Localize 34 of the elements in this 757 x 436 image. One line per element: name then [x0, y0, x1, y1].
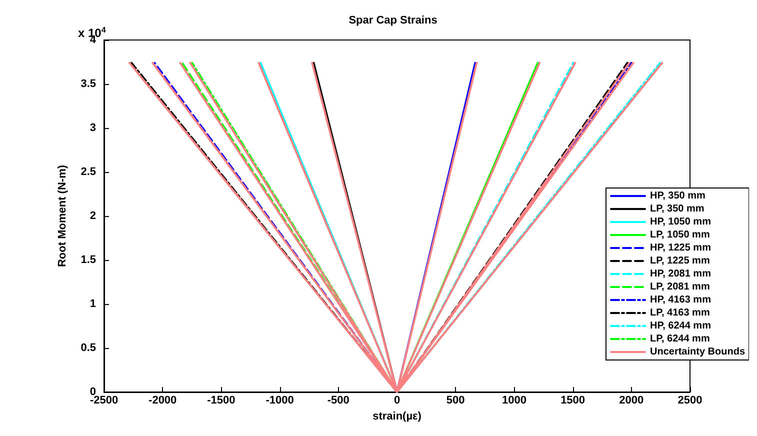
y-tick-label: 3 [90, 122, 96, 134]
x-tick-label: -1000 [266, 394, 294, 406]
x-tick-label: -2500 [90, 394, 118, 406]
x-tick-label: -2000 [148, 394, 177, 406]
y-axis-title: Root Moment (N-m) [56, 164, 68, 268]
x-tick-label: 500 [446, 394, 465, 406]
y-tick-label: 3.5 [80, 78, 96, 90]
y-tick-label: 2 [90, 210, 96, 222]
x-tick-label: 1000 [502, 394, 526, 406]
y-tick-label: 0.5 [80, 342, 96, 354]
x-axis-title: strain(µε) [372, 410, 422, 422]
y-tick-label: 1 [90, 298, 96, 310]
x-tick-label: 1500 [560, 394, 586, 406]
legend-label: LP, 4163 mm [650, 308, 710, 318]
x-tick-label: 2500 [678, 394, 702, 406]
x-tick-label: 0 [394, 394, 400, 406]
x-tick-label: 2000 [619, 394, 644, 406]
y-tick-label: 1.5 [80, 254, 96, 266]
legend-label: HP, 1225 mm [650, 242, 712, 254]
legend-label: LP, 6244 mm [650, 334, 710, 344]
x-tick-label: -1500 [207, 394, 236, 406]
legend-label: HP, 2081 mm [650, 268, 712, 280]
legend-label: HP, 6244 mm [650, 320, 712, 332]
legend-label: LP, 1225 mm [650, 256, 710, 266]
chart-title: Spar Cap Strains [348, 14, 438, 26]
legend-label: LP, 1050 mm [650, 230, 710, 240]
x-tick-label: -500 [327, 394, 350, 406]
legend-label: HP, 1050 mm [650, 216, 712, 228]
legend-label: HP, 350 mm [650, 190, 706, 202]
legend-label: LP, 350 mm [650, 204, 704, 214]
y-tick-label: 2.5 [80, 166, 96, 178]
legend-label: HP, 4163 mm [650, 294, 712, 306]
legend-label: LP, 2081 mm [650, 282, 710, 292]
legend-label: Uncertainty Bounds [650, 346, 746, 358]
